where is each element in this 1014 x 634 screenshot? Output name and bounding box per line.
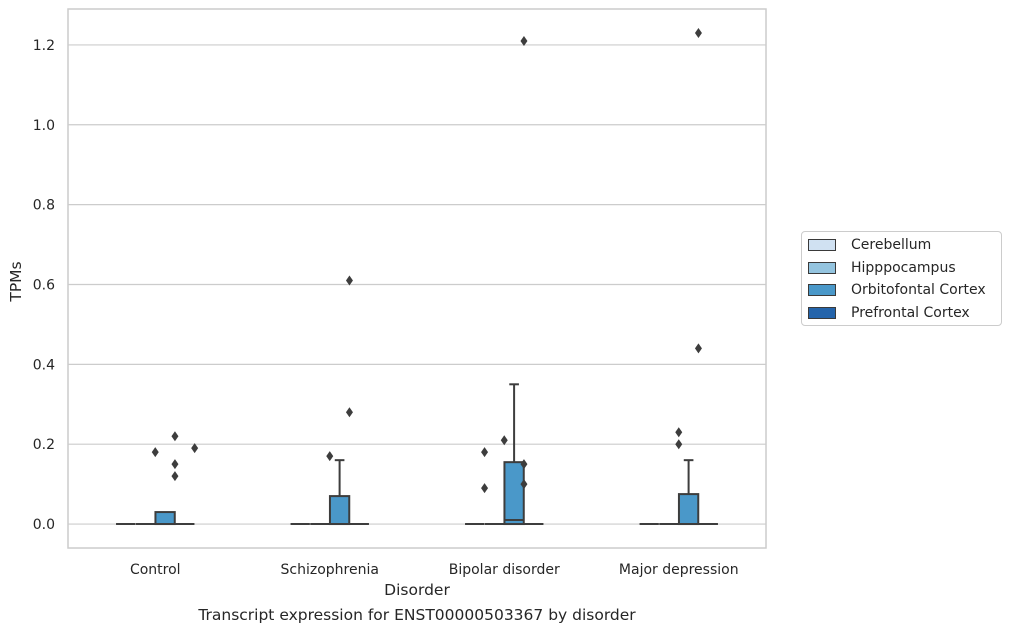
- legend-label-cerebellum: Cerebellum: [851, 237, 932, 253]
- outlier-marker: [345, 275, 353, 286]
- figure-caption: Transcript expression for ENST0000050336…: [198, 606, 636, 624]
- outlier-marker: [520, 35, 528, 46]
- x-axis-label: Disorder: [384, 581, 450, 599]
- outlier-marker: [481, 447, 489, 458]
- outlier-marker: [694, 27, 702, 38]
- outlier-marker: [694, 343, 702, 354]
- y-tick-label: 1.2: [33, 38, 55, 54]
- outlier-marker: [520, 459, 528, 470]
- legend-label-orbitofrontal-cortex: Orbitofontal Cortex: [851, 282, 986, 298]
- outlier-marker: [520, 479, 528, 490]
- x-tick-label: Schizophrenia: [281, 562, 379, 578]
- legend-swatch-prefrontal-cortex: [808, 307, 836, 319]
- box-orbitofontal-cortex: [503, 461, 525, 526]
- y-tick-label: 0.8: [33, 198, 55, 214]
- outlier-marker: [675, 427, 683, 438]
- y-tick-label: 0.0: [33, 517, 55, 533]
- outlier-marker: [675, 439, 683, 450]
- box-orbitofontal-cortex: [154, 511, 176, 526]
- outlier-marker: [171, 471, 179, 482]
- y-tick-label: 0.2: [33, 437, 55, 453]
- legend-item-hippocampus: Hipppocampus: [808, 260, 956, 276]
- legend-label-hippocampus: Hipppocampus: [851, 260, 956, 276]
- y-axis-label: TPMs: [7, 261, 25, 302]
- outlier-marker: [151, 447, 159, 458]
- outlier-marker: [171, 459, 179, 470]
- legend-swatch-hippocampus: [808, 262, 836, 274]
- x-tick-label: Bipolar disorder: [449, 562, 560, 578]
- outlier-marker: [191, 443, 199, 454]
- box-orbitofontal-cortex: [328, 495, 351, 526]
- plot-frame: [67, 8, 767, 549]
- legend: Cerebellum Hipppocampus Orbitofontal Cor…: [801, 231, 1002, 326]
- y-tick-label: 0.4: [33, 357, 55, 373]
- legend-label-prefrontal-cortex: Prefrontal Cortex: [851, 305, 970, 321]
- outlier-marker: [481, 483, 489, 494]
- legend-item-cerebellum: Cerebellum: [808, 237, 931, 253]
- legend-item-prefrontal-cortex: Prefrontal Cortex: [808, 305, 970, 321]
- outlier-marker: [326, 451, 334, 462]
- legend-swatch-orbitofrontal-cortex: [808, 284, 836, 296]
- outlier-marker: [171, 431, 179, 442]
- box-orbitofontal-cortex: [677, 493, 700, 526]
- x-tick-label: Major depression: [619, 562, 739, 578]
- legend-item-orbitofrontal-cortex: Orbitofontal Cortex: [808, 282, 986, 298]
- y-tick-label: 1.0: [33, 118, 55, 134]
- outlier-marker: [500, 435, 508, 446]
- y-tick-label: 0.6: [33, 277, 55, 293]
- x-tick-label: Control: [130, 562, 181, 578]
- legend-swatch-cerebellum: [808, 239, 836, 251]
- outlier-marker: [345, 407, 353, 418]
